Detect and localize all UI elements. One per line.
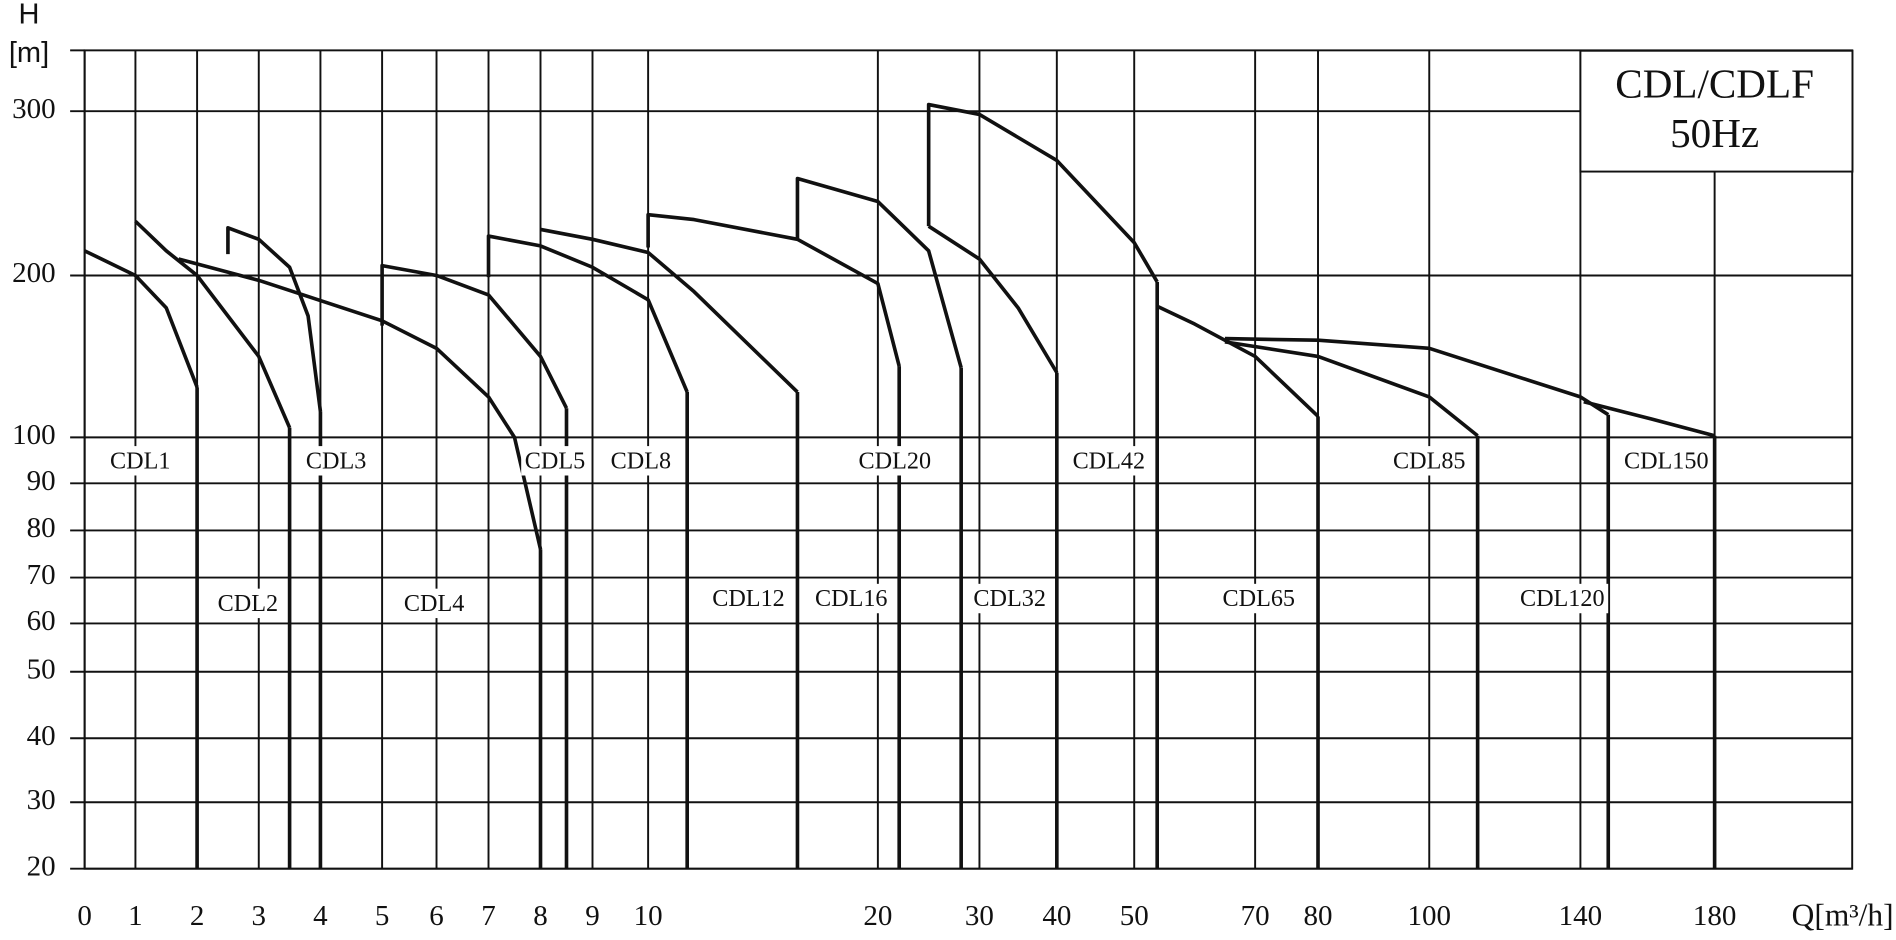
x-tick-label: 40: [1042, 900, 1071, 932]
performance-curve: [1224, 340, 1479, 438]
performance-curve: [540, 227, 799, 394]
label-background: [106, 446, 175, 476]
series-label: CDL16: [815, 585, 887, 612]
x-tick-label: 20: [863, 900, 892, 932]
x-tick-label: 8: [533, 900, 548, 932]
x-tick-label: 2: [190, 900, 205, 932]
series-label: CDL3: [306, 447, 366, 474]
x-tick-label: 100: [1407, 900, 1451, 932]
series-label: CDL4: [404, 590, 464, 617]
label-background: [1516, 583, 1609, 614]
x-axis-label: Q[m³/h]: [1792, 897, 1894, 932]
performance-curve: [178, 257, 543, 550]
x-tick-label: 5: [375, 900, 390, 932]
performance-curve: [1156, 304, 1320, 418]
x-tick-label: 7: [481, 900, 496, 932]
series-label: CDL150: [1624, 447, 1709, 474]
label-background: [708, 583, 789, 614]
y-tick-label: 80: [27, 512, 56, 544]
x-tick-label: 180: [1693, 900, 1737, 932]
y-tick-label: 40: [27, 720, 56, 752]
series-label: CDL120: [1520, 585, 1605, 612]
x-tick-label: 80: [1304, 900, 1333, 932]
y-tick-label: 60: [27, 605, 56, 637]
y-tick-label: 20: [27, 850, 56, 882]
label-background: [854, 446, 935, 476]
series-label: CDL42: [1073, 447, 1145, 474]
performance-curve: [486, 234, 689, 393]
chart-title: CDL/CDLF: [1615, 61, 1814, 107]
series-label: CDL85: [1393, 447, 1465, 474]
series-label: CDL32: [973, 585, 1045, 612]
x-tick-label: 10: [634, 900, 663, 932]
label-background: [1389, 446, 1470, 476]
plot-frame: [83, 49, 1854, 870]
label-background: [302, 446, 370, 476]
x-tick-label: 9: [585, 900, 600, 932]
label-background: [969, 583, 1050, 614]
performance-curve: [134, 219, 292, 429]
y-tick-label: 90: [27, 465, 56, 497]
series-label: CDL20: [859, 447, 931, 474]
x-tick-label: 50: [1120, 900, 1149, 932]
series-label: CDL12: [712, 585, 784, 612]
curves: [83, 102, 1717, 869]
x-tick-label: 3: [252, 900, 267, 932]
x-tick-label: 0: [77, 900, 92, 932]
label-background: [811, 583, 892, 614]
series-label: CDL2: [218, 590, 278, 617]
series-label: CDL8: [611, 447, 671, 474]
x-tick-label: 1: [128, 900, 143, 932]
y-axis-unit: [m]: [9, 37, 49, 69]
performance-curve: [83, 249, 199, 388]
performance-curve: [226, 226, 323, 412]
y-tick-label: 300: [12, 93, 56, 125]
label-background: [521, 446, 589, 476]
series-label: CDL65: [1223, 585, 1295, 612]
y-tick-label: 70: [27, 559, 56, 591]
performance-curve: [927, 224, 1059, 374]
series-label: CDL5: [525, 447, 585, 474]
x-tick-label: 140: [1559, 900, 1603, 932]
performance-curve: [646, 212, 901, 367]
x-tick-label: 4: [313, 900, 328, 932]
label-background: [400, 588, 468, 619]
label-background: [214, 588, 282, 619]
y-tick-label: 50: [27, 653, 56, 685]
performance-curve: [380, 263, 569, 410]
label-background: [1068, 446, 1149, 476]
chart-subtitle: 50Hz: [1670, 110, 1759, 156]
x-tick-label: 70: [1241, 900, 1270, 932]
performance-curve: [1583, 400, 1716, 438]
performance-curve: [795, 176, 963, 369]
y-tick-label: 30: [27, 784, 56, 816]
performance-curve: [926, 102, 1159, 283]
title-box: [1579, 49, 1854, 173]
y-tick-label: 200: [12, 257, 56, 289]
label-background: [1620, 446, 1713, 476]
series-label: CDL1: [110, 447, 170, 474]
x-tick-label: 6: [429, 900, 444, 932]
label-background: [607, 446, 675, 476]
x-tick-label: 30: [965, 900, 994, 932]
series-labels: CDL1 CDL2 CDL3 CDL4 CDL5 CDL8 CDL12 CDL16 CDL20 C…: [106, 446, 1713, 619]
y-tick-label: 100: [12, 419, 56, 451]
y-axis-label: H: [19, 0, 40, 30]
label-background: [1218, 583, 1299, 614]
